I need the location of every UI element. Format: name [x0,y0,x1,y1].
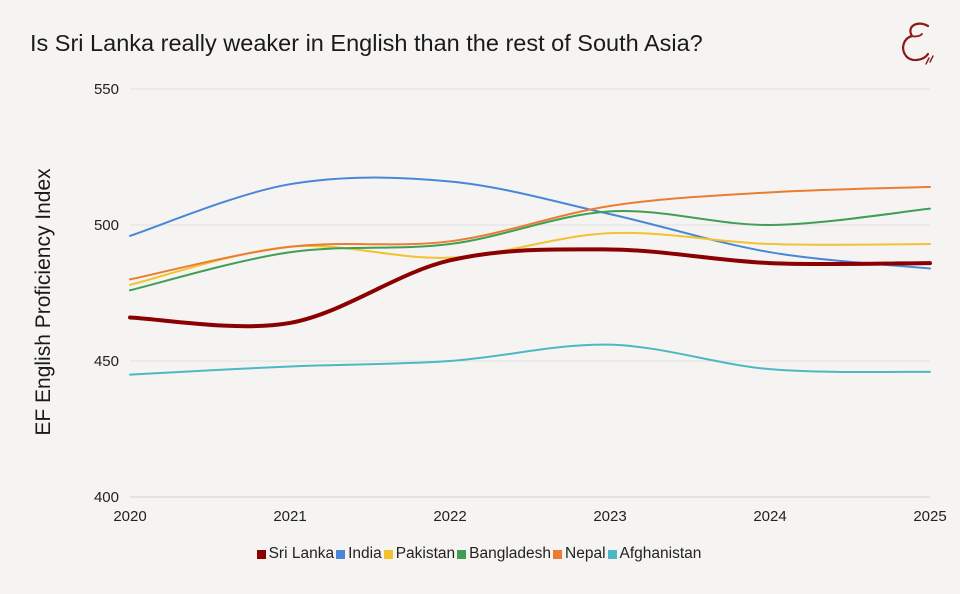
legend-swatch [336,549,346,559]
series-lines [128,176,932,376]
legend-label: Pakistan [395,545,456,562]
series-line-sri-lanka [128,247,932,329]
y-tick-labels: 400 450 500 550 [94,81,119,506]
legend-swatch [607,549,617,559]
series-line-bangladesh [129,207,931,292]
legend-item-nepal: Nepal [553,545,608,563]
x-tick-label: 2021 [273,508,306,525]
y-tick-label: 550 [94,81,119,98]
legend: Sri Lanka India Pakistan Bangladesh Nepal Afg… [0,545,960,563]
legend-item-sri-lanka: Sri Lanka [256,545,336,563]
legend-swatch [553,549,563,559]
y-tick-label: 400 [94,489,119,506]
x-tick-label: 2023 [593,508,626,525]
legend-label: Nepal [565,545,606,562]
y-tick-label: 450 [94,353,119,370]
series-line-nepal [129,185,931,281]
legend-item-afghanistan: Afghanistan [607,545,704,563]
legend-swatch [457,549,467,559]
x-tick-label: 2020 [113,508,146,525]
legend-item-pakistan: Pakistan [383,545,457,563]
x-tick-labels: 2020 2021 2022 2023 2024 2025 [113,508,946,525]
legend-label: Afghanistan [619,545,702,562]
x-tick-label: 2022 [433,508,466,525]
x-tick-label: 2024 [753,508,786,525]
legend-label: Bangladesh [469,545,552,562]
legend-swatch [383,549,393,559]
grid-lines [130,88,930,498]
legend-swatch [256,549,266,559]
legend-label: Sri Lanka [268,545,335,562]
script-e-logo-icon [902,22,934,65]
y-axis-label: EF English Proficiency Index [32,168,55,436]
y-tick-label: 500 [94,217,119,234]
legend-item-india: India [336,545,384,563]
series-line-india [129,176,931,270]
legend-item-bangladesh: Bangladesh [457,545,553,563]
chart-title: Is Sri Lanka really weaker in English th… [30,30,703,56]
legend-label: India [348,545,382,562]
series-line-afghanistan [129,343,931,376]
x-tick-label: 2025 [913,508,946,525]
